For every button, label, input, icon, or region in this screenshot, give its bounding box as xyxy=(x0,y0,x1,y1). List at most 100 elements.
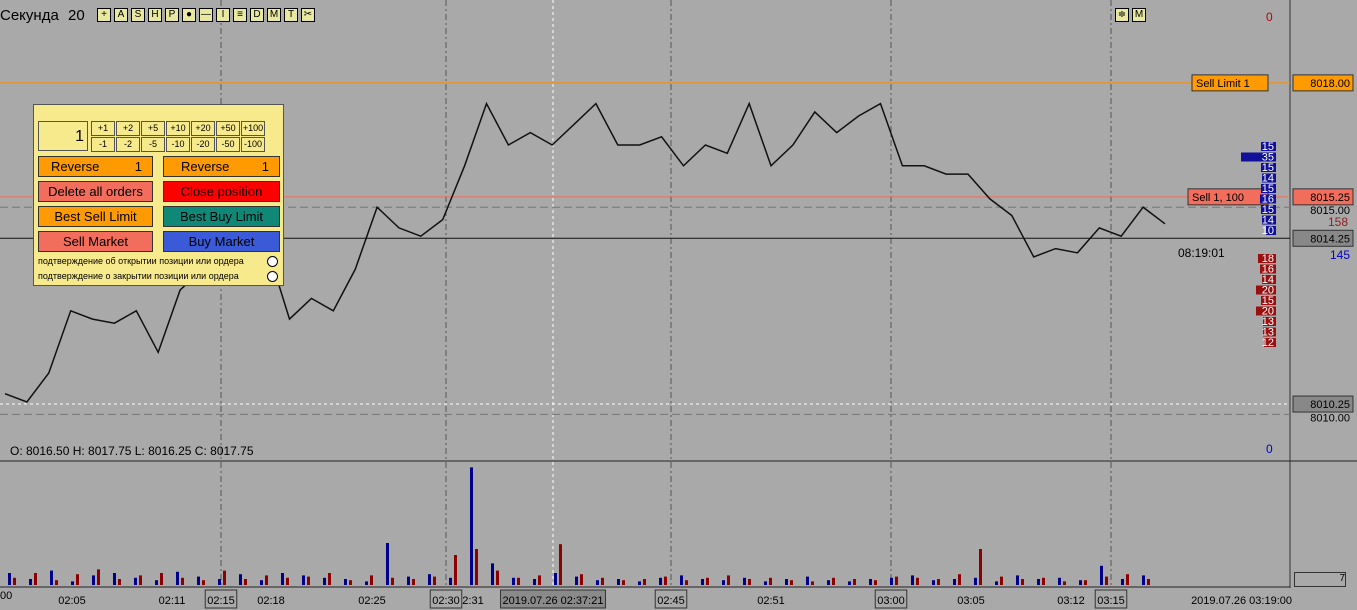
volume-bar xyxy=(974,577,977,585)
volume-bar xyxy=(370,575,373,585)
qty-step-button[interactable]: +2 xyxy=(116,121,140,136)
ask-label: 14 xyxy=(1262,215,1274,227)
ask-bar xyxy=(1260,194,1276,204)
toolbar-button[interactable]: A xyxy=(114,8,128,22)
best-buy-button[interactable]: Best Buy Limit xyxy=(163,206,280,227)
volume-bar xyxy=(806,576,809,585)
volume-bar xyxy=(727,575,730,585)
ask-label: 15 xyxy=(1262,162,1274,174)
ask-volume: 158 xyxy=(1328,215,1349,229)
time-label: 02:15 xyxy=(207,595,235,607)
toolbar-button[interactable]: D xyxy=(250,8,264,22)
volume-bar xyxy=(1063,581,1066,585)
reverse-button[interactable]: Reverse 1 xyxy=(163,156,280,177)
volume-bar xyxy=(958,574,961,585)
confirm-open: подтверждение об открытии позиции или ор… xyxy=(38,256,244,266)
sell-market-button[interactable]: Sell Market xyxy=(38,231,153,252)
volume-bar xyxy=(559,544,562,585)
qty-step-button[interactable]: -1 xyxy=(91,137,115,152)
time-label: 02:18 xyxy=(257,595,285,607)
volume-bar xyxy=(475,549,478,585)
toolbar-button[interactable]: M xyxy=(1132,8,1146,22)
toolbar-button[interactable]: ≑ xyxy=(1115,8,1129,22)
price-label: 8015.00 xyxy=(1310,205,1350,217)
radio[interactable] xyxy=(267,256,278,267)
bid-bar xyxy=(1258,254,1276,263)
price-label: 8015.25 xyxy=(1310,192,1350,204)
volume-bar xyxy=(118,579,121,585)
volume-bar xyxy=(706,577,709,585)
qty-step-button[interactable]: -5 xyxy=(141,137,165,152)
volume-bar xyxy=(848,581,851,585)
qty-step-button[interactable]: +1 xyxy=(91,121,115,136)
bid-bar xyxy=(1256,306,1276,316)
volume-bar xyxy=(202,580,205,585)
buy-market-button[interactable]: Buy Market xyxy=(163,231,280,252)
delete-all-button[interactable]: Delete all orders xyxy=(38,181,153,202)
volume-bar xyxy=(890,577,893,585)
qty-step-button[interactable]: +5 xyxy=(141,121,165,136)
price-box xyxy=(1292,395,1354,413)
qty-step-button[interactable]: +20 xyxy=(191,121,215,136)
toolbar-button[interactable]: ● xyxy=(182,8,196,22)
volume-bar xyxy=(412,579,415,585)
bid-label: 20 xyxy=(1262,306,1274,318)
volume-bar xyxy=(722,580,725,585)
volume-bar xyxy=(554,573,557,585)
volume-bar xyxy=(391,577,394,585)
clock: 08:19:01 xyxy=(1178,246,1225,260)
volume-bar xyxy=(853,579,856,585)
order-panel: 1 Reverse 1 Reverse 1 Delete all orders Cl… xyxy=(33,104,284,286)
qty: 1 xyxy=(261,159,269,174)
ask-bar xyxy=(1261,184,1276,193)
toolbar-button[interactable]: + xyxy=(97,8,111,22)
best-sell-button[interactable]: Best Sell Limit xyxy=(38,206,153,227)
qty-step-button[interactable]: -20 xyxy=(191,137,215,152)
bid-label: 20 xyxy=(1262,285,1274,297)
volume-bar xyxy=(1021,579,1024,585)
volume-bar xyxy=(496,570,499,585)
ask-label: 15 xyxy=(1262,183,1274,195)
volume-bar xyxy=(176,571,179,585)
volume-bar xyxy=(428,574,431,585)
radio[interactable] xyxy=(267,271,278,282)
price-label: 8010.25 xyxy=(1310,399,1350,411)
toolbar-button[interactable]: T xyxy=(284,8,298,22)
volume-bar xyxy=(1147,579,1150,585)
volume-bar xyxy=(701,579,704,585)
qty-step-button[interactable]: +100 xyxy=(241,121,265,136)
quantity-input[interactable]: 1 xyxy=(38,121,88,151)
toolbar-button[interactable]: H xyxy=(148,8,162,22)
qty-step-button[interactable]: -100 xyxy=(241,137,265,152)
qty-step-button[interactable]: -10 xyxy=(166,137,190,152)
volume-bar xyxy=(407,576,410,585)
toolbar-button[interactable]: — xyxy=(199,8,213,22)
qty-step-button[interactable]: +10 xyxy=(166,121,190,136)
volume-bar xyxy=(643,579,646,585)
qty-step-button[interactable]: -2 xyxy=(116,137,140,152)
toolbar-button[interactable]: S xyxy=(131,8,145,22)
volume-bar xyxy=(244,579,247,585)
volume-bar xyxy=(638,581,641,585)
reverse-button[interactable]: Reverse 1 xyxy=(38,156,153,177)
qty-step-button[interactable]: +50 xyxy=(216,121,240,136)
toolbar-button[interactable]: M xyxy=(267,8,281,22)
label: Reverse xyxy=(51,159,100,174)
toolbar-button[interactable]: ≡ xyxy=(233,8,247,22)
volume-bar xyxy=(181,577,184,585)
toolbar-button[interactable]: ✂ xyxy=(301,8,315,22)
volume-bar xyxy=(932,580,935,585)
qty-step-button[interactable]: -50 xyxy=(216,137,240,152)
ask-label: 10 xyxy=(1262,225,1274,237)
toolbar-button[interactable]: I xyxy=(216,8,230,22)
toolbar-button[interactable]: P xyxy=(165,8,179,22)
time-label: 03:12 xyxy=(1057,595,1085,607)
volume-bar xyxy=(76,574,79,585)
ask-bar xyxy=(1241,152,1276,162)
price-box xyxy=(1292,188,1354,206)
volume-bar xyxy=(470,467,473,585)
volume-bar xyxy=(517,577,520,585)
volume-bar xyxy=(764,581,767,585)
close-position-button[interactable]: Close position xyxy=(163,181,280,202)
